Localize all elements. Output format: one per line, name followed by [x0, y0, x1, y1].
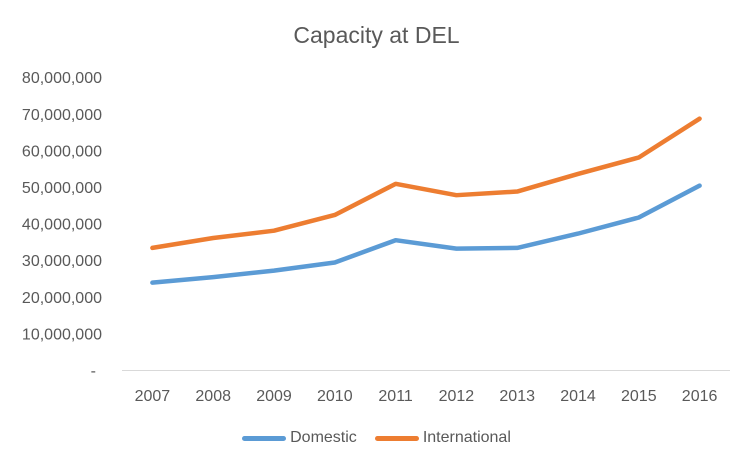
y-axis-label: -: [91, 363, 96, 380]
legend-item-international: International: [374, 429, 511, 447]
x-axis-label: 2007: [135, 388, 171, 405]
x-axis-label: 2015: [621, 388, 657, 405]
x-axis-label: 2014: [560, 388, 596, 405]
series-line-domestic: [150, 183, 702, 285]
y-axis-label: 50,000,000: [22, 180, 102, 197]
chart-title: Capacity at DEL: [293, 22, 460, 48]
x-axis-label: 2011: [378, 388, 413, 405]
x-axis-label: 2012: [439, 388, 475, 405]
international-line-swatch-icon: [374, 435, 419, 441]
x-axis-label: 2008: [195, 388, 231, 405]
y-axis-label: 10,000,000: [22, 326, 102, 343]
legend: Domestic International: [0, 429, 753, 447]
y-axis-label: 20,000,000: [22, 290, 102, 307]
legend-label-international: International: [422, 429, 511, 446]
y-axis-label: 40,000,000: [22, 217, 102, 234]
x-axis-label: 2016: [682, 388, 718, 405]
y-axis-label: 70,000,000: [22, 107, 102, 124]
x-axis-label: 2010: [317, 388, 353, 405]
y-axis-label: 60,000,000: [22, 143, 102, 160]
y-axis-label: 80,000,000: [22, 70, 102, 87]
y-axis-label: 30,000,000: [22, 253, 102, 270]
x-axis-label: 2009: [256, 388, 292, 405]
series-line-international: [150, 116, 702, 251]
x-axis-label: 2013: [499, 388, 535, 405]
legend-label-domestic: Domestic: [290, 429, 357, 446]
domestic-line-swatch-icon: [242, 435, 287, 441]
legend-item-domestic: Domestic: [242, 429, 357, 447]
